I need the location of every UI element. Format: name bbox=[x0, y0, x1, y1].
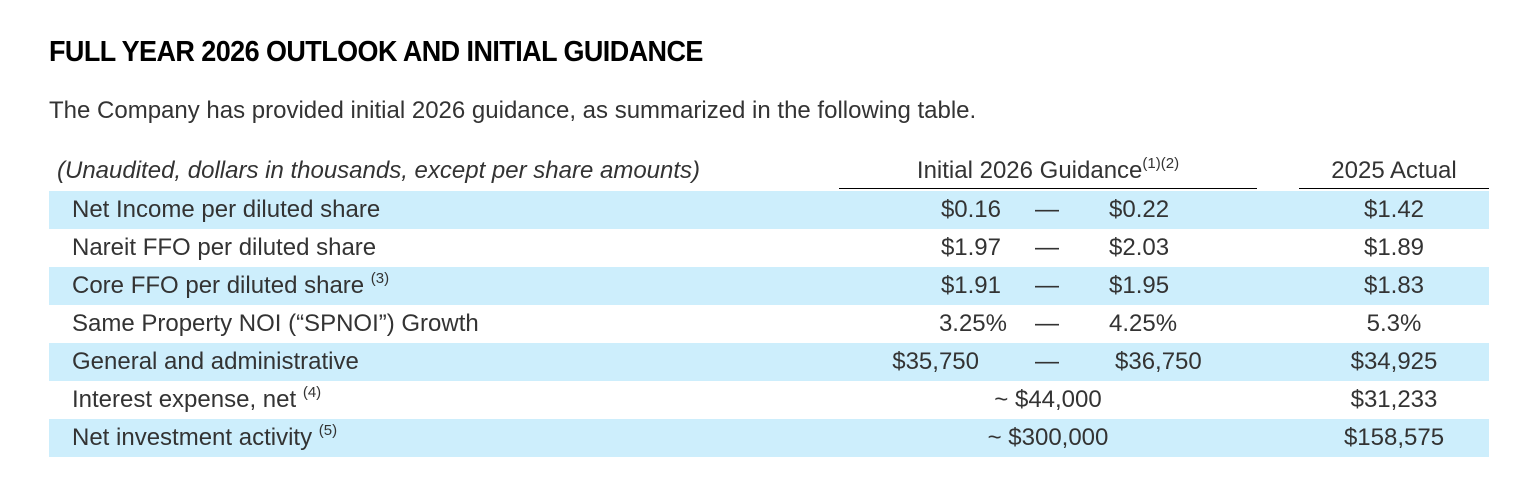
range-dash: — bbox=[1035, 272, 1059, 299]
range-dash: — bbox=[1035, 196, 1059, 223]
row-label: Same Property NOI (“SPNOI”) Growth bbox=[72, 310, 479, 338]
row-label-text: Nareit FFO per diluted share bbox=[72, 234, 377, 261]
actual-value: 5.3% bbox=[1366, 310, 1422, 337]
guidance-table: Net Income per diluted share $0.16 — $0.… bbox=[49, 191, 1489, 457]
table-row: Same Property NOI (“SPNOI”) Growth 3.25%… bbox=[49, 305, 1489, 343]
range-dash: — bbox=[1035, 348, 1059, 375]
guidance-high: 4.25% bbox=[1109, 310, 1178, 337]
row-label: General and administrative bbox=[72, 348, 359, 376]
guidance-header-label: Initial 2026 Guidance bbox=[916, 157, 1143, 184]
row-footnote: (4) bbox=[302, 384, 322, 401]
guidance-high: $36,750 bbox=[1115, 348, 1202, 375]
table-row: Interest expense, net (4) ~ $44,000 $31,… bbox=[49, 381, 1489, 419]
guidance-column-header: Initial 2026 Guidance(1)(2) bbox=[839, 155, 1257, 189]
table-row: Net investment activity (5) ~ $300,000 $… bbox=[49, 419, 1489, 457]
row-label-text: Same Property NOI (“SPNOI”) Growth bbox=[72, 310, 479, 337]
guidance-low: $1.91 bbox=[940, 272, 1001, 299]
page-title: FULL YEAR 2026 OUTLOOK AND INITIAL GUIDA… bbox=[49, 36, 703, 68]
actual-value: $1.83 bbox=[1363, 272, 1425, 299]
table-row: General and administrative $35,750 — $36… bbox=[49, 343, 1489, 381]
row-label: Core FFO per diluted share (3) bbox=[72, 270, 390, 300]
row-label-text: Net investment activity bbox=[72, 424, 313, 451]
row-label-text: General and administrative bbox=[72, 348, 359, 375]
guidance-low: $0.16 bbox=[940, 196, 1001, 223]
actual-value: $34,925 bbox=[1350, 348, 1438, 375]
guidance-approx: ~ $44,000 bbox=[994, 386, 1102, 413]
row-footnote: (5) bbox=[318, 422, 338, 439]
actual-value: $158,575 bbox=[1343, 424, 1445, 451]
table-row: Core FFO per diluted share (3) $1.91 — $… bbox=[49, 267, 1489, 305]
intro-text: The Company has provided initial 2026 gu… bbox=[49, 97, 977, 124]
row-label-text: Net Income per diluted share bbox=[72, 196, 381, 223]
guidance-high: $1.95 bbox=[1109, 272, 1170, 299]
guidance-low: 3.25% bbox=[938, 310, 1007, 337]
actual-value: $31,233 bbox=[1350, 386, 1438, 413]
actual-value: $1.42 bbox=[1363, 196, 1425, 223]
row-label: Interest expense, net (4) bbox=[72, 384, 322, 414]
row-label: Nareit FFO per diluted share bbox=[72, 234, 376, 262]
table-note: (Unaudited, dollars in thousands, except… bbox=[57, 157, 701, 184]
guidance-low: $1.97 bbox=[940, 234, 1001, 261]
row-label: Net Income per diluted share bbox=[72, 196, 380, 224]
actual-column-header: 2025 Actual bbox=[1299, 157, 1489, 189]
table-row: Nareit FFO per diluted share $1.97 — $2.… bbox=[49, 229, 1489, 267]
guidance-footnotes: (1)(2) bbox=[1142, 155, 1180, 172]
guidance-high: $0.22 bbox=[1109, 196, 1170, 223]
row-label-text: Core FFO per diluted share bbox=[72, 272, 365, 299]
actual-value: $1.89 bbox=[1363, 234, 1425, 261]
range-dash: — bbox=[1035, 234, 1059, 261]
guidance-high: $2.03 bbox=[1109, 234, 1170, 261]
range-dash: — bbox=[1035, 310, 1059, 337]
table-row: Net Income per diluted share $0.16 — $0.… bbox=[49, 191, 1489, 229]
guidance-approx: ~ $300,000 bbox=[987, 424, 1109, 451]
guidance-low: $35,750 bbox=[892, 348, 979, 375]
row-label: Net investment activity (5) bbox=[72, 422, 338, 452]
table-header: (Unaudited, dollars in thousands, except… bbox=[49, 154, 1489, 190]
row-footnote: (3) bbox=[370, 270, 390, 287]
row-label-text: Interest expense, net bbox=[72, 386, 297, 413]
